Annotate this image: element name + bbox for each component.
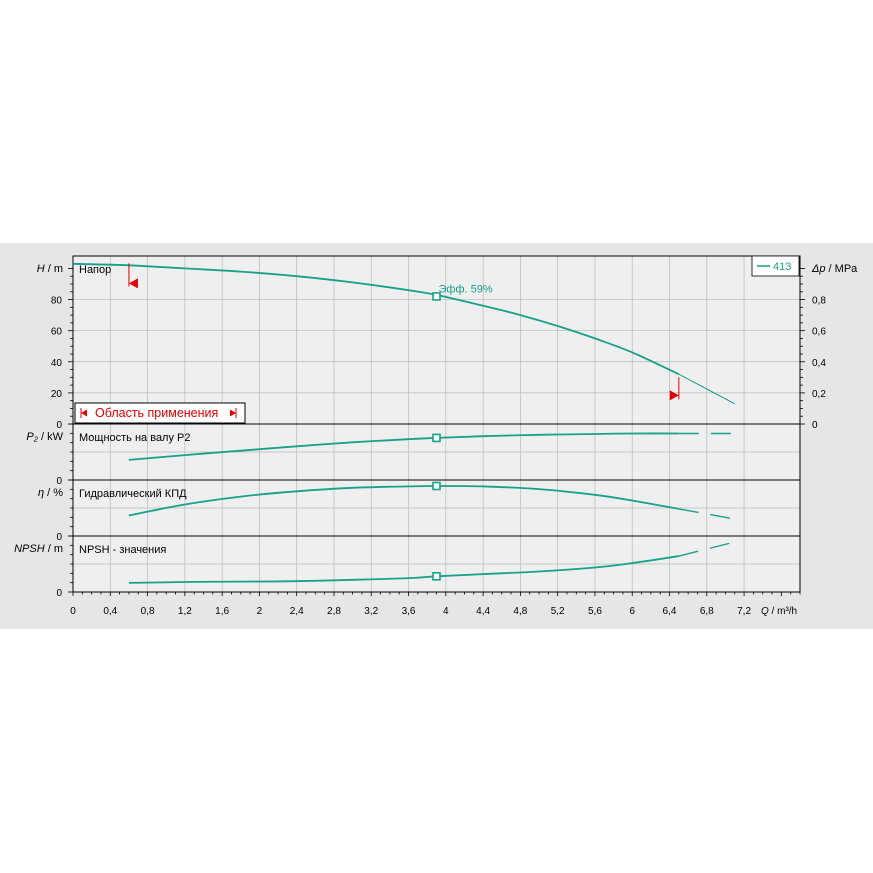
x-tick-label: 3,6 (402, 606, 416, 617)
x-tick-label: 0,4 (103, 606, 117, 617)
x-tick-label: 0,8 (141, 606, 155, 617)
panel-3-y-tick-label: 0 (56, 588, 62, 599)
panel-2-curve-extension (678, 508, 735, 520)
range-start-marker-arrow (128, 278, 138, 289)
x-tick-label: 7,2 (737, 606, 751, 617)
head-y2-tick-label: 0,8 (812, 296, 826, 307)
head-y-tick-label: 80 (51, 296, 63, 307)
panel-1-curve-solid (128, 432, 679, 461)
x-tick-label: 3,2 (364, 606, 378, 617)
panel-3-curve-extension (678, 541, 735, 557)
x-tick-label: 6 (629, 606, 635, 617)
head-y-tick-label: 60 (51, 327, 63, 338)
x-tick-label: 1,6 (215, 606, 229, 617)
application-range-label: Область применения (95, 406, 218, 420)
head-y-tick-label: 40 (51, 358, 63, 369)
head-y-unit: / m (45, 263, 63, 275)
panel-0-curve-solid (72, 262, 680, 376)
head-y-tick-label: 0 (56, 420, 62, 431)
panel-0-title: Напор (79, 264, 111, 276)
legend-box (751, 255, 800, 277)
x-tick-label: 6,8 (700, 606, 714, 617)
head-y2-tick-label: 0,4 (812, 358, 826, 369)
legend-label: 413 (773, 261, 791, 273)
panel-2-y-symbol: η (38, 487, 44, 499)
head-y2-tick-label: 0,2 (812, 389, 826, 400)
range-end-marker-arrow (669, 390, 679, 401)
head-y-symbol: H (37, 263, 45, 275)
x-tick-label: 4 (443, 606, 449, 617)
x-tick-label: 1,2 (178, 606, 192, 617)
application-range-left-arrow (81, 409, 87, 417)
x-tick-label: 6,4 (663, 606, 677, 617)
panel-1-y-axis-label: P₂ / kW (26, 431, 63, 443)
panel-3-y-symbol: NPSH (14, 543, 45, 555)
panel-3-y-axis-label: NPSH / m (14, 543, 63, 555)
panel-1-y-tick-label: 0 (56, 476, 62, 487)
x-tick-label: 4,4 (476, 606, 490, 617)
x-tick-label: 2 (257, 606, 263, 617)
head-y-axis-label: H / m (37, 263, 63, 275)
x-axis-symbol: Q (761, 606, 769, 617)
head-y2-tick-label: 0 (812, 420, 818, 431)
panel-2-y-axis-label: η / % (38, 487, 63, 499)
efficiency-label: Эфф. 59% (439, 283, 493, 295)
panel-2-y-tick-label: 0 (56, 532, 62, 543)
panel-2-curve-solid (128, 485, 679, 517)
head-y2-symbol: Δp (811, 263, 826, 275)
application-range-right-arrow (230, 409, 236, 417)
head-y2-tick-label: 0,6 (812, 327, 826, 338)
panel-1-y-unit: / kW (38, 431, 64, 443)
panel-1-title: Мощность на валу P2 (79, 432, 191, 444)
x-tick-label: 2,8 (327, 606, 341, 617)
panel-3-operating-point (432, 572, 441, 581)
panel-2-title: Гидравлический КПД (79, 488, 187, 500)
x-tick-label: 5,2 (551, 606, 565, 617)
head-y-tick-label: 20 (51, 389, 63, 400)
panel-3-curve-solid (128, 555, 679, 584)
panel-2-operating-point (432, 481, 441, 491)
head-y2-unit: / MPa (826, 263, 859, 275)
panel-3-y-unit: / m (45, 543, 63, 555)
x-axis-unit: / m³/h (769, 606, 797, 617)
x-tick-label: 2,4 (290, 606, 304, 617)
panel-0-operating-point (432, 292, 441, 301)
x-tick-label: 0 (70, 606, 76, 617)
head-y2-axis-label: Δp / MPa (811, 263, 858, 275)
x-axis-label: Q / m³/h (761, 606, 797, 617)
panel-1-y-symbol: P₂ (26, 431, 38, 443)
x-tick-label: 5,6 (588, 606, 602, 617)
panel-3-title: NPSH - значения (79, 544, 166, 556)
application-range-box (74, 402, 246, 424)
plot-layer: 0 0,4 0,8 1,2 1,6 2 2,4 2,8 3,2 3,6 4 4,4 4,8 5,2 5,6 6… (14, 255, 858, 617)
x-tick-label: 4,8 (513, 606, 527, 617)
panel-0-curve-extension (678, 373, 736, 405)
panel-1-operating-point (432, 433, 441, 443)
panel-2-y-unit: / % (44, 487, 63, 499)
